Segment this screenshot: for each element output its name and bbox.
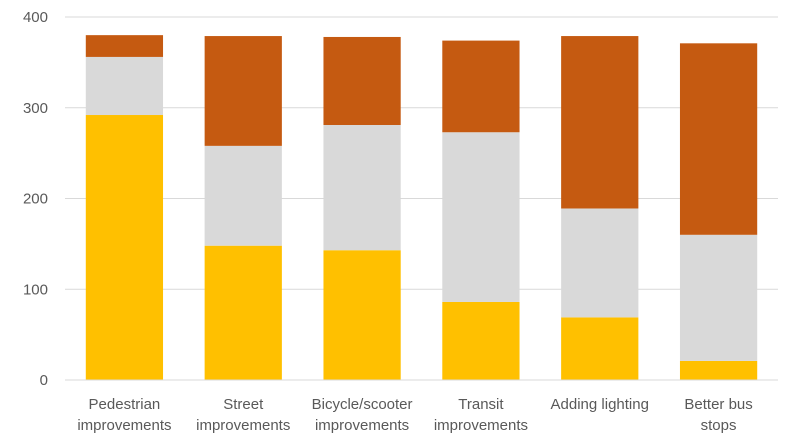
- bar-segment-s0-c5: [679, 360, 758, 380]
- bar-segment-s2-c2: [323, 36, 401, 125]
- x-tick-label: Pedestrian: [89, 396, 161, 413]
- bar-segment-s0-c3: [442, 301, 520, 380]
- x-tick-label: improvements: [196, 417, 290, 434]
- bar-segment-s2-c1: [204, 36, 282, 146]
- bar-segment-s2-c5: [679, 43, 758, 235]
- y-tick-label: 300: [23, 100, 48, 117]
- x-tick-label: Street: [223, 396, 264, 413]
- x-tick-label: Transit: [458, 396, 504, 413]
- bar-segment-s1-c1: [204, 145, 282, 246]
- bar-segment-s0-c4: [561, 317, 639, 380]
- bar-segment-s1-c2: [323, 124, 401, 251]
- x-tick-label: Better bus: [684, 396, 752, 413]
- bars: [85, 35, 758, 380]
- x-tick-label: improvements: [315, 417, 409, 434]
- bar-segment-s1-c5: [679, 234, 758, 361]
- bar-segment-s2-c4: [561, 36, 639, 209]
- y-axis: 0 100 200 300 400: [23, 9, 48, 389]
- x-tick-label: Bicycle/scooter: [312, 396, 413, 413]
- x-tick-label: stops: [701, 417, 737, 434]
- bar-segment-s0-c0: [85, 115, 164, 380]
- x-tick-label: improvements: [434, 417, 528, 434]
- bar-segment-s2-c0: [85, 35, 164, 57]
- gridlines: [65, 16, 778, 290]
- x-axis: Pedestrian improvements Street improvements…: [77, 396, 752, 434]
- y-tick-label: 0: [40, 372, 48, 389]
- bar-segment-s2-c3: [442, 40, 520, 133]
- bar-segment-s1-c4: [561, 208, 639, 318]
- x-tick-label: improvements: [77, 417, 171, 434]
- y-tick-label: 100: [23, 281, 48, 298]
- bar-segment-s0-c2: [323, 250, 401, 380]
- bar-segment-s0-c1: [204, 245, 282, 380]
- x-tick-label: Adding lighting: [551, 396, 649, 413]
- y-tick-label: 200: [23, 191, 48, 208]
- y-tick-label: 400: [23, 9, 48, 26]
- bar-segment-s1-c0: [85, 56, 164, 116]
- bar-segment-s1-c3: [442, 132, 520, 302]
